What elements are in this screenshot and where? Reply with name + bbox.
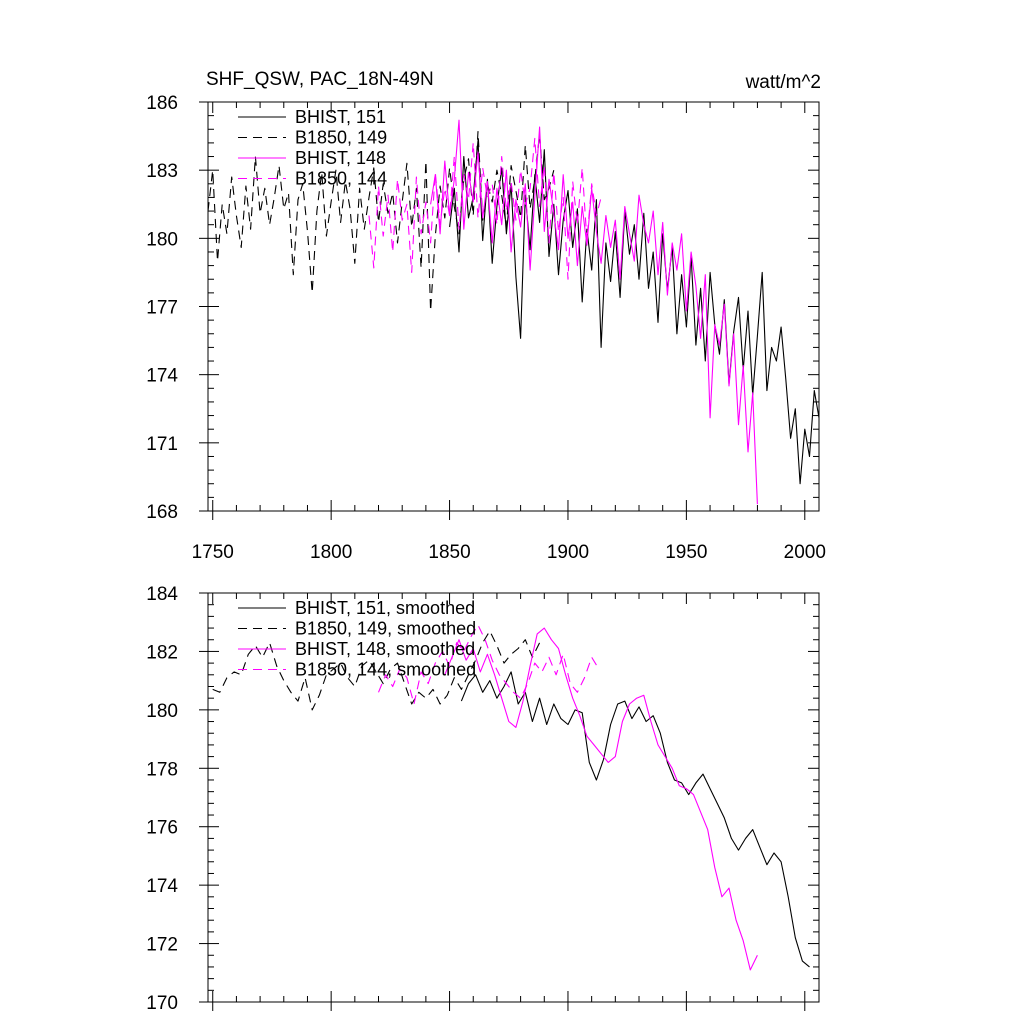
bottom-y-tick-label-174: 174: [146, 876, 178, 897]
bottom-legend-label-b1850-144-smoothed: B1850, 144, smoothed: [295, 660, 476, 680]
bottom-series-bhist-151-smoothed: [460, 671, 810, 968]
bottom-series-group: [212, 624, 810, 971]
top-units-label: watt/m^2: [745, 72, 821, 93]
top-legend-label-bhist-148: BHIST, 148: [295, 148, 386, 168]
top-y-tick-label-186: 186: [146, 93, 178, 114]
top-x-tick-label-1750: 1750: [192, 542, 234, 563]
bottom-y-tick-label-182: 182: [146, 642, 178, 663]
top-y-tick-label-171: 171: [146, 434, 178, 455]
bottom-plot-frame: [207, 592, 820, 1003]
bottom-legend-label-bhist-148-smoothed: BHIST, 148, smoothed: [295, 639, 475, 659]
top-y-tick-label-168: 168: [146, 502, 178, 523]
bottom-series-b1850-144-smoothed: [377, 624, 600, 705]
top-y-tick-label-177: 177: [146, 298, 178, 319]
top-series-b1850-149: [208, 130, 555, 312]
top-x-tick-label-1900: 1900: [547, 542, 589, 563]
top-series-b1850-144: [368, 137, 602, 280]
bottom-y-tick-label-180: 180: [146, 701, 178, 722]
bottom-panel: 170 172 174 176 178 180 182 184 BHIST, 151, smoo…: [146, 584, 820, 1014]
bottom-legend-label-bhist-151-smoothed: BHIST, 151, smoothed: [295, 598, 475, 618]
top-y-tick-label-174: 174: [146, 366, 178, 387]
top-panel: 168 171 174 177 180 183 186 1750 1800 1850 1900 195…: [146, 69, 826, 563]
top-x-tick-label-1950: 1950: [665, 542, 707, 563]
top-series-bhist-148: [430, 119, 758, 505]
top-x-tick-label-1850: 1850: [428, 542, 470, 563]
top-series-group: [208, 119, 819, 505]
bottom-y-tick-label-178: 178: [146, 759, 178, 780]
top-chart-title: SHF_QSW, PAC_18N-49N: [206, 69, 434, 90]
bottom-y-tick-label-172: 172: [146, 935, 178, 956]
top-legend-label-b1850-144: B1850, 144: [295, 169, 387, 189]
top-x-tick-label-1800: 1800: [310, 542, 352, 563]
bottom-y-tick-label-176: 176: [146, 818, 178, 839]
top-y-tick-label-183: 183: [146, 161, 178, 182]
top-legend-label-bhist-151: BHIST, 151: [295, 107, 386, 127]
bottom-y-tick-label-184: 184: [146, 584, 178, 605]
top-legend-label-b1850-149: B1850, 149: [295, 128, 387, 148]
top-x-tick-label-2000: 2000: [784, 542, 826, 563]
bottom-y-tick-label-170: 170: [146, 993, 178, 1014]
top-y-tick-label-180: 180: [146, 229, 178, 250]
bottom-series-bhist-148-smoothed: [444, 627, 758, 971]
bottom-series-b1850-149-smoothed: [212, 630, 541, 711]
bottom-legend-label-b1850-149-smoothed: B1850, 149, smoothed: [295, 619, 476, 639]
